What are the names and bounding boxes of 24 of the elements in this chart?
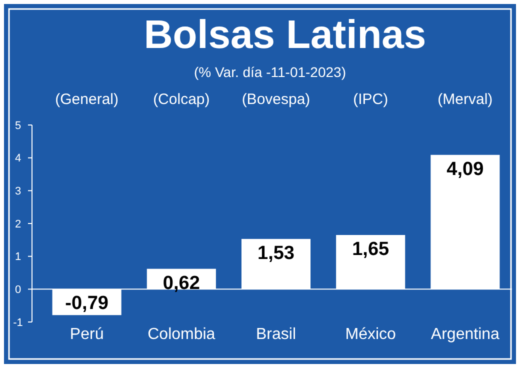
y-tick-label: 2 [14, 218, 22, 230]
text: (Merval) [438, 91, 493, 108]
y-tick-label: -1 [13, 316, 23, 329]
text: (Bovespa) [242, 91, 310, 108]
x-tick-label: Argentina [430, 326, 500, 343]
data-label: 0,62 [162, 272, 200, 294]
data-label: 1,65 [352, 238, 390, 260]
y-tick-label: 5 [14, 120, 22, 132]
y-tick-label: 4 [14, 152, 22, 165]
text: (General) [55, 91, 118, 108]
y-tick-label: 1 [14, 251, 22, 264]
x-tick-label: Colombia [148, 326, 216, 343]
y-tick-label: 3 [14, 186, 22, 198]
x-tick-label: México [345, 326, 396, 343]
x-tick-label: Brasil [256, 326, 296, 343]
data-label: 4,09 [446, 158, 484, 180]
chart-subtitle: (% Var. día -11-01-2023) [194, 64, 346, 80]
text: (IPC) [353, 91, 388, 108]
y-tick-label: 0 [14, 284, 22, 296]
x-tick-label: Perú [70, 326, 104, 343]
text: (Colcap) [153, 91, 210, 108]
data-label: -0,79 [65, 293, 108, 314]
data-label: 1,53 [258, 242, 294, 264]
chart-title: Bolsas Latinas [144, 13, 426, 57]
